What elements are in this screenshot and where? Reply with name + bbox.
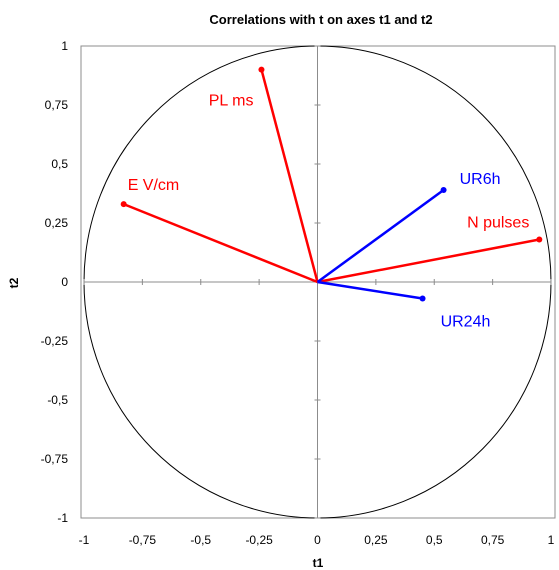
vector-endpoint: [536, 236, 543, 243]
y-tick-label: -0,75: [41, 452, 69, 466]
y-tick-label: 1: [61, 39, 68, 53]
vector-label: PL ms: [209, 93, 254, 110]
vector-label: N pulses: [467, 215, 529, 232]
vector-label: E V/cm: [128, 177, 180, 194]
x-axis-title: t1: [313, 556, 324, 570]
vector-line: [317, 238, 540, 284]
x-tick-label: 0,5: [426, 533, 443, 547]
x-tick-label: -0,25: [245, 533, 273, 547]
y-tick-label: -1: [57, 511, 68, 525]
x-tick-label: 0: [314, 533, 321, 547]
vector-line: [317, 280, 423, 300]
x-tick-label: 0,25: [364, 533, 388, 547]
vector-line: [260, 69, 319, 283]
plot-area: -1 -0,75 -0,5 -0,25 0 0,25 0,5 0,75 1 1 0,75 0,5 0,2…: [41, 39, 555, 547]
vector-label: UR24h: [441, 314, 491, 331]
y-tick-label: 0,25: [45, 216, 69, 230]
x-tick-label: -1: [79, 533, 90, 547]
chart-title: Correlations with t on axes t1 and t2: [209, 12, 432, 27]
y-tick-label: 0: [61, 275, 68, 289]
vector-endpoint: [258, 66, 265, 73]
y-tick-label: 0,5: [51, 157, 68, 171]
x-tick-label: -0,5: [190, 533, 211, 547]
y-tick-label: -0,25: [41, 334, 69, 348]
vector-line: [123, 202, 318, 284]
vector-endpoint: [440, 186, 447, 193]
y-tick-label: 0,75: [45, 98, 69, 112]
y-axis-title: t2: [7, 277, 21, 288]
vector-endpoint: [419, 295, 426, 302]
x-tick-label: -0,75: [129, 533, 157, 547]
y-tick-label: -0,5: [47, 393, 68, 407]
vector-line: [316, 188, 445, 284]
vector-label: UR6h: [460, 171, 501, 188]
x-tick-label: 1: [548, 533, 555, 547]
vector-endpoint: [120, 201, 127, 208]
x-tick-label: 0,75: [481, 533, 505, 547]
